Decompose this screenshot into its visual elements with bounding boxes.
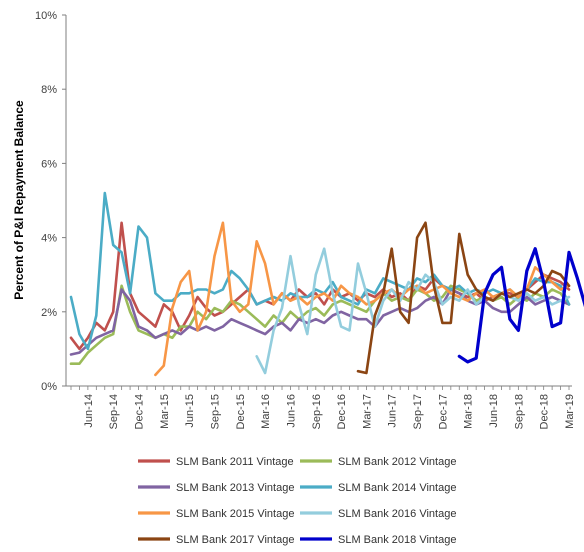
- series-lines: [69, 191, 584, 377]
- x-tick-label: Mar-16: [260, 394, 272, 429]
- x-tick-label: Mar-15: [159, 394, 171, 429]
- legend-label: SLM Bank 2011 Vintage: [176, 456, 294, 468]
- legend-label: SLM Bank 2013 Vintage: [176, 482, 294, 494]
- x-tick-label: Jun-16: [285, 394, 297, 428]
- legend-label: SLM Bank 2016 Vintage: [338, 508, 456, 520]
- x-tick-label: Sep-17: [412, 394, 424, 429]
- x-tick-label: Sep-15: [209, 394, 221, 429]
- x-tick-label: Sep-14: [108, 394, 120, 429]
- y-axis-label: Percent of P&I Repayment Balance: [12, 100, 26, 300]
- y-tick-label: 6%: [41, 158, 57, 170]
- y-tick-label: 0%: [41, 381, 57, 393]
- y-tick-label: 2%: [41, 307, 57, 319]
- legend-label: SLM Bank 2018 Vintage: [338, 534, 456, 546]
- x-tick-label: Mar-17: [361, 394, 373, 429]
- y-tick-label: 4%: [41, 233, 57, 245]
- series-line-slm-bank-2017-vintage: [356, 221, 571, 375]
- x-tick-label: Dec-14: [134, 394, 146, 429]
- series-line-slm-bank-2018-vintage: [457, 247, 584, 364]
- x-ticks: Jun-14 Sep-14 Dec-14 Mar-15 Jun-15 Sep-15 Dec-…: [70, 386, 576, 429]
- series-line-slm-bank-2011-vintage: [69, 221, 571, 351]
- x-tick-label: Mar-18: [463, 394, 475, 429]
- series-line-slm-bank-2014-vintage: [69, 191, 571, 351]
- x-tick-label: Dec-18: [539, 394, 551, 429]
- legend-label: SLM Bank 2015 Vintage: [176, 508, 294, 520]
- x-tick-label: Jun-14: [83, 394, 95, 428]
- legend: SLM Bank 2011 Vintage SLM Bank 2012 Vinta…: [138, 456, 456, 546]
- x-tick-label: Jun-17: [387, 394, 399, 428]
- legend-label: SLM Bank 2017 Vintage: [176, 534, 294, 546]
- x-tick-label: Sep-16: [311, 394, 323, 429]
- x-tick-label: Dec-15: [235, 394, 247, 429]
- y-tick-label: 10%: [35, 10, 57, 22]
- x-tick-label: Dec-17: [437, 394, 449, 429]
- y-ticks: 0% 2% 4% 6% 8% 10%: [35, 10, 66, 393]
- axes: [65, 15, 572, 387]
- x-tick-label: Mar-19: [564, 394, 576, 429]
- legend-label: SLM Bank 2012 Vintage: [338, 456, 456, 468]
- x-tick-label: Jun-18: [488, 394, 500, 428]
- x-tick-label: Dec-16: [336, 394, 348, 429]
- legend-label: SLM Bank 2014 Vintage: [338, 482, 456, 494]
- y-tick-label: 8%: [41, 84, 57, 96]
- x-tick-label: Jun-15: [184, 394, 196, 428]
- x-tick-label: Sep-18: [513, 394, 525, 429]
- series-line-slm-bank-2013-vintage: [69, 288, 571, 356]
